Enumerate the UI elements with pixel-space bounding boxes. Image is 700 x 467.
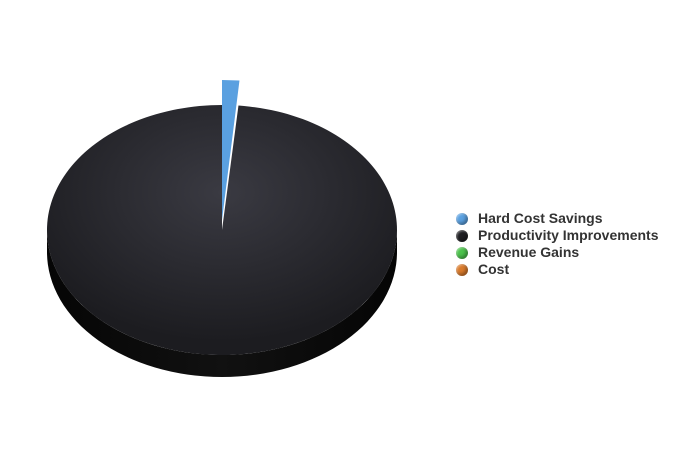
legend-item-revenue-gains[interactable]: Revenue Gains bbox=[456, 244, 659, 261]
pie-slice-productivity-improvements[interactable] bbox=[46, 105, 397, 355]
legend-label: Productivity Improvements bbox=[478, 227, 659, 243]
legend-label: Cost bbox=[478, 261, 510, 277]
legend-item-productivity-improvements[interactable]: Productivity Improvements bbox=[456, 227, 659, 244]
legend-label: Revenue Gains bbox=[478, 244, 580, 260]
legend-label: Hard Cost Savings bbox=[478, 210, 603, 226]
legend-swatch-revenue-gains bbox=[456, 246, 468, 259]
pie-side bbox=[47, 230, 397, 377]
legend-swatch-cost bbox=[456, 263, 468, 276]
pie-slice-hard-cost-savings[interactable] bbox=[222, 80, 240, 220]
legend-swatch-hard-cost-savings bbox=[456, 212, 468, 225]
legend-swatch-productivity-improvements bbox=[456, 229, 468, 242]
legend: Hard Cost Savings Productivity Improvemen… bbox=[456, 210, 659, 278]
legend-item-cost[interactable]: Cost bbox=[456, 261, 659, 278]
legend-item-hard-cost-savings[interactable]: Hard Cost Savings bbox=[456, 210, 659, 227]
